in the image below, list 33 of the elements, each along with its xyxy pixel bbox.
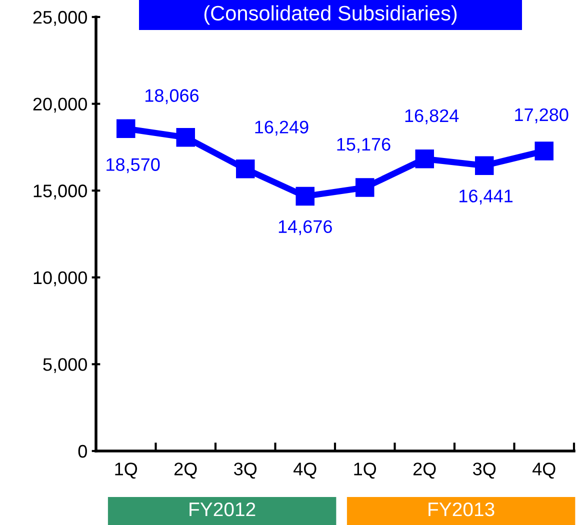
x-tick-label: 2Q xyxy=(413,462,436,479)
data-label: 16,441 xyxy=(460,190,512,205)
data-label: 16,824 xyxy=(405,109,459,124)
point xyxy=(356,178,374,197)
y-tick-label: 10,000 xyxy=(34,271,87,286)
text: FY2012 xyxy=(190,502,256,516)
data-label: 17,280 xyxy=(515,108,568,124)
y-tick-label: 15,000 xyxy=(34,184,87,200)
point xyxy=(534,142,554,160)
x-tick-label: 4Q xyxy=(293,462,316,479)
point xyxy=(176,128,195,147)
data-label: 18,066 xyxy=(146,89,199,104)
point xyxy=(415,150,434,168)
y-tick-label: 25,000 xyxy=(33,10,87,26)
x-tick-label: 3Q xyxy=(473,462,496,479)
y-tick-label: 20,000 xyxy=(33,98,87,113)
x-tick-label: 4Q xyxy=(532,462,556,479)
x-tick-label: 1Q xyxy=(354,462,376,479)
text: FY2013 xyxy=(428,502,494,516)
x-tick-label: 2Q xyxy=(174,462,197,479)
y-tick-label: 5,000 xyxy=(43,358,87,374)
point xyxy=(116,119,136,138)
point xyxy=(236,160,255,178)
x-tick-label: 1Q xyxy=(115,462,138,479)
data-label: 15,176 xyxy=(337,138,390,153)
chart-title: (Consolidated Subsidiaries) xyxy=(204,5,457,25)
data-label: 18,570 xyxy=(106,158,160,174)
y-tick-label: 0 xyxy=(78,444,87,458)
x-tick-label: 3Q xyxy=(234,462,257,479)
point xyxy=(475,156,494,175)
point xyxy=(296,186,314,206)
data-label: 16,249 xyxy=(255,120,308,136)
data-label: 14,676 xyxy=(278,220,332,236)
